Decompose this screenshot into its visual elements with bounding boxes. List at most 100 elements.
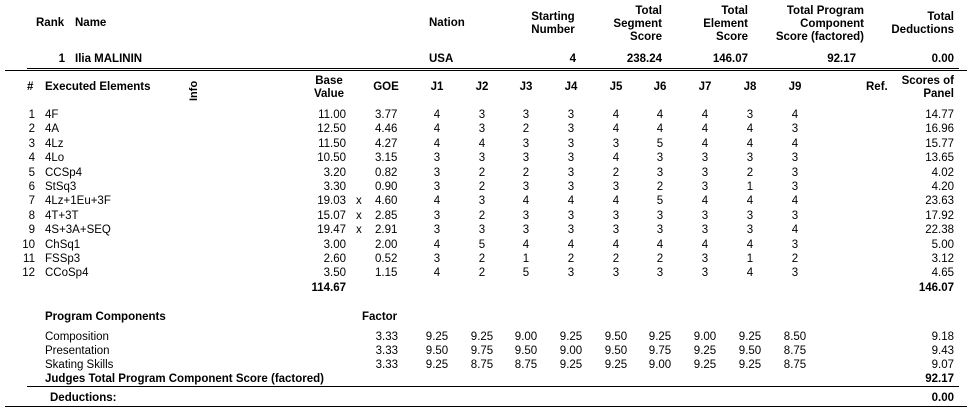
deductions-value: 0.00 [931, 392, 954, 404]
judge-header-4: J4 [564, 81, 578, 93]
element-judge-score: 3 [656, 209, 664, 222]
skater-total-deductions: 0.00 [931, 53, 954, 65]
judge-header-1: J1 [430, 81, 444, 93]
element-judge-score: 4 [433, 137, 441, 150]
element-judge-score: 3 [567, 152, 575, 165]
executed-elements-header: Executed Elements [45, 81, 151, 93]
element-goe: 0.90 [375, 181, 398, 193]
component-panel-score: 9.43 [931, 345, 954, 357]
ref-header: Ref. [866, 81, 888, 93]
section-divider-top [5, 70, 967, 71]
component-judge-score: 9.25 [604, 359, 628, 371]
element-judge-score: 3 [656, 152, 664, 165]
total-pcs-header: Total Program Component Score (factored) [775, 5, 864, 43]
component-judge-score: 9.25 [693, 345, 717, 357]
component-judge-score: 8.75 [514, 359, 538, 371]
element-judge-score: 4 [567, 238, 575, 251]
element-judge-score: 2 [656, 253, 664, 265]
component-judge-score: 8.75 [470, 359, 494, 371]
element-name: 4F [45, 109, 59, 121]
element-goe: 3.15 [375, 152, 398, 165]
component-judge-score: 9.00 [559, 345, 583, 357]
element-row: 1 4F 11.00 3.77 4 3 3 3 4 4 4 3 4 14.77 [0, 109, 973, 123]
element-name: StSq3 [45, 181, 77, 193]
element-judge-score: 3 [433, 181, 441, 193]
element-judge-score: 3 [567, 209, 575, 222]
element-judge-score: 2 [522, 166, 530, 179]
rank-header: Rank [36, 17, 65, 29]
element-judge-score: 1 [746, 253, 754, 265]
element-goe: 2.85 [375, 209, 398, 222]
element-name: 4Lo [45, 152, 65, 165]
element-judge-score: 3 [522, 181, 530, 193]
element-row: 3 4Lz 11.50 4.27 4 4 3 3 3 5 4 4 4 15.77 [0, 138, 973, 152]
element-judge-score: 3 [746, 109, 754, 121]
element-judge-score: 2 [478, 209, 486, 222]
element-number: 2 [28, 123, 35, 136]
element-judge-score: 3 [656, 267, 664, 280]
component-judge-score: 9.00 [514, 331, 538, 343]
judge-header-8: J8 [743, 81, 757, 93]
skater-nation: USA [429, 53, 454, 65]
element-judge-score: 4 [612, 109, 620, 121]
element-judge-score: 4 [701, 238, 709, 251]
element-panel-score: 15.77 [925, 137, 954, 150]
element-judge-score: 2 [522, 123, 530, 136]
program-components-header: Program Components [45, 311, 166, 323]
element-judge-score: 4 [791, 137, 799, 150]
component-judge-score: 9.25 [425, 359, 449, 371]
component-factor: 3.33 [375, 331, 398, 343]
element-panel-score: 16.96 [925, 123, 954, 136]
element-number: 8 [28, 209, 35, 222]
element-judge-score: 4 [567, 195, 575, 208]
element-judge-score: 4 [433, 238, 441, 251]
element-panel-score: 3.12 [931, 253, 954, 265]
component-panel-score: 9.18 [931, 331, 954, 343]
component-judge-score: 9.50 [604, 345, 628, 357]
component-panel-score: 9.07 [931, 359, 954, 371]
component-judge-score: 9.25 [559, 331, 583, 343]
element-judge-score: 4 [746, 137, 754, 150]
element-judge-score: 4 [701, 137, 709, 150]
element-number: 12 [22, 267, 35, 280]
element-base-value: 3.30 [323, 181, 346, 193]
element-goe: 0.52 [375, 253, 398, 265]
nation-header: Nation [429, 17, 465, 29]
element-name: 4Lz [45, 137, 64, 150]
element-base-value: 10.50 [317, 152, 346, 165]
element-judge-score: 4 [746, 238, 754, 251]
element-bonus-mark: x [356, 224, 362, 237]
element-row: 9 4S+3A+SEQ 19.47 x 2.91 3 3 3 3 3 3 3 3 4 22.38 [0, 224, 973, 238]
deductions-divider-top [27, 386, 959, 387]
element-number: 10 [22, 238, 35, 251]
element-goe: 2.00 [375, 238, 398, 251]
element-judge-score: 3 [567, 109, 575, 121]
element-judge-score: 4 [656, 109, 664, 121]
element-judge-score: 4 [656, 123, 664, 136]
element-goe: 4.46 [375, 123, 398, 136]
element-judge-score: 4 [612, 238, 620, 251]
element-judge-score: 3 [612, 267, 620, 280]
element-number: 1 [28, 109, 35, 121]
factor-header: Factor [362, 311, 398, 323]
element-judge-score: 3 [612, 209, 620, 222]
deductions-label: Deductions: [50, 392, 117, 404]
element-base-value: 19.03 [317, 195, 346, 208]
element-judge-score: 4 [791, 195, 799, 208]
component-judge-score: 8.50 [783, 331, 807, 343]
element-judge-score: 5 [522, 267, 530, 280]
element-judge-score: 3 [433, 166, 441, 179]
element-judge-score: 2 [612, 166, 620, 179]
element-base-value: 3.00 [323, 238, 346, 251]
component-judge-score: 9.50 [738, 345, 762, 357]
element-judge-score: 2 [746, 166, 754, 179]
total-base-value: 114.67 [311, 282, 346, 294]
skater-row-underline [27, 68, 959, 69]
element-judge-score: 2 [478, 166, 486, 179]
base-value-header: Base Value [313, 75, 345, 100]
goe-header: GOE [373, 81, 399, 93]
element-judge-score: 3 [701, 209, 709, 222]
element-name: 4T+3T [45, 209, 79, 222]
element-judge-score: 3 [478, 123, 486, 136]
element-judge-score: 2 [478, 181, 486, 193]
